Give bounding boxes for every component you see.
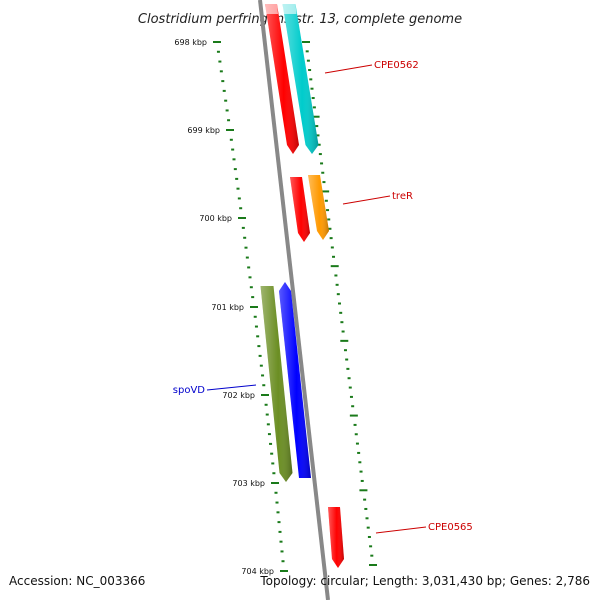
gene-layer: CPE0562 treR spoVD CPE0565 <box>173 4 473 568</box>
gene-feature[interactable] <box>290 177 310 242</box>
gene-label[interactable]: spoVD <box>173 385 206 396</box>
gene-label[interactable]: treR <box>392 191 413 202</box>
gene-arrow-fade <box>282 4 297 14</box>
map-title: Clostridium perfringens str. 13, complet… <box>138 12 462 27</box>
tick-label: 700 kbp <box>199 214 232 223</box>
gene-feature[interactable] <box>279 282 311 478</box>
tick-layer: 698 kbp 699 kbp 700 kbp 701 kbp 702 kbp 703 k… <box>174 38 377 576</box>
gene-leader-line <box>342 195 391 205</box>
gene-arrow-shade <box>290 177 310 242</box>
gene-arrow-shade <box>308 175 329 240</box>
gene-arrow-shade <box>279 282 311 478</box>
gene-feature[interactable] <box>282 4 319 154</box>
gene-arrow-shade <box>282 4 319 154</box>
gene-arrow-shade <box>260 286 293 482</box>
gene-leader-line <box>324 64 373 74</box>
tick-label: 699 kbp <box>187 126 220 135</box>
gene-feature[interactable] <box>265 4 299 154</box>
gene-feature[interactable] <box>308 175 329 240</box>
tick-label: 704 kbp <box>241 567 274 576</box>
tick-label: 702 kbp <box>222 391 255 400</box>
gene-arrow-shade <box>265 4 299 154</box>
gene-leader-line <box>375 526 427 534</box>
gene-feature[interactable] <box>328 507 344 568</box>
accession-text: Accession: NC_003366 <box>9 574 146 588</box>
gene-leader-line <box>206 384 257 391</box>
tick-label: 701 kbp <box>211 303 244 312</box>
gene-label[interactable]: CPE0565 <box>428 522 473 533</box>
gene-label[interactable]: CPE0562 <box>374 60 419 71</box>
topology-text: Topology: circular; Length: 3,031,430 bp… <box>260 574 590 588</box>
gene-arrow-fade <box>265 4 278 14</box>
gene-arrow-shade <box>328 507 344 568</box>
genome-backbone <box>258 0 330 600</box>
tick-label: 698 kbp <box>174 38 207 47</box>
tick-label: 703 kbp <box>232 479 265 488</box>
gene-feature[interactable] <box>260 286 293 482</box>
